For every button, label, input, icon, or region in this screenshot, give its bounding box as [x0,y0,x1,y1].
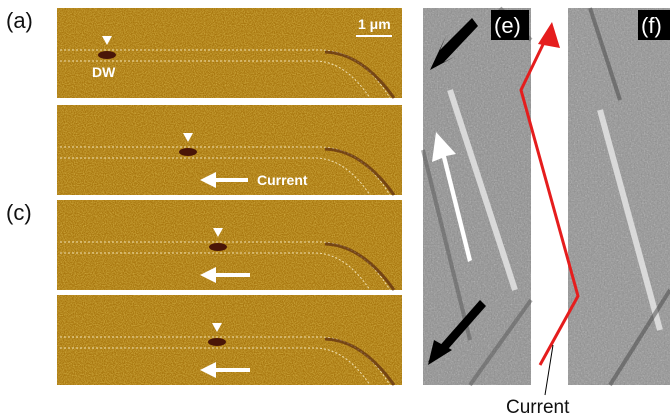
current-label: Current [257,172,308,188]
arrow-head [428,340,452,365]
afm-panels [57,8,402,386]
wire-shadow [324,337,396,386]
wire-shadow [324,242,396,291]
dw-label: DW [92,64,116,80]
dw-marker [183,133,193,142]
scale-bar-label: 1 μm [358,16,391,32]
domain-wall [179,148,197,156]
arrow-head [538,22,560,48]
wire-shadow [324,147,396,196]
domain-wall [597,109,663,331]
wire-edge [60,146,391,196]
noise [568,8,670,385]
panel-label: (c) [6,200,32,225]
dw-marker [102,36,112,45]
leader-line [544,344,554,396]
domain-wall [447,89,518,291]
current-path [519,29,580,366]
label-box [638,10,670,40]
wire-edge [60,241,391,291]
dw-marker [213,228,223,237]
wire-edge [588,7,670,387]
magnetization-arrow [430,18,478,70]
label-box [491,10,529,40]
domain-wall [208,338,226,346]
wire-edge [60,336,391,386]
current-label: Current [506,397,570,418]
magnetization-arrow [432,132,472,262]
panel-label: (f) [641,13,662,38]
panel-label: (e) [494,13,521,38]
wire-shadow [324,50,396,99]
panel-label: (a) [6,8,33,33]
domain-wall [98,51,116,59]
wire-edge [60,49,391,99]
domain-wall [209,243,227,251]
dw-marker [212,323,222,332]
